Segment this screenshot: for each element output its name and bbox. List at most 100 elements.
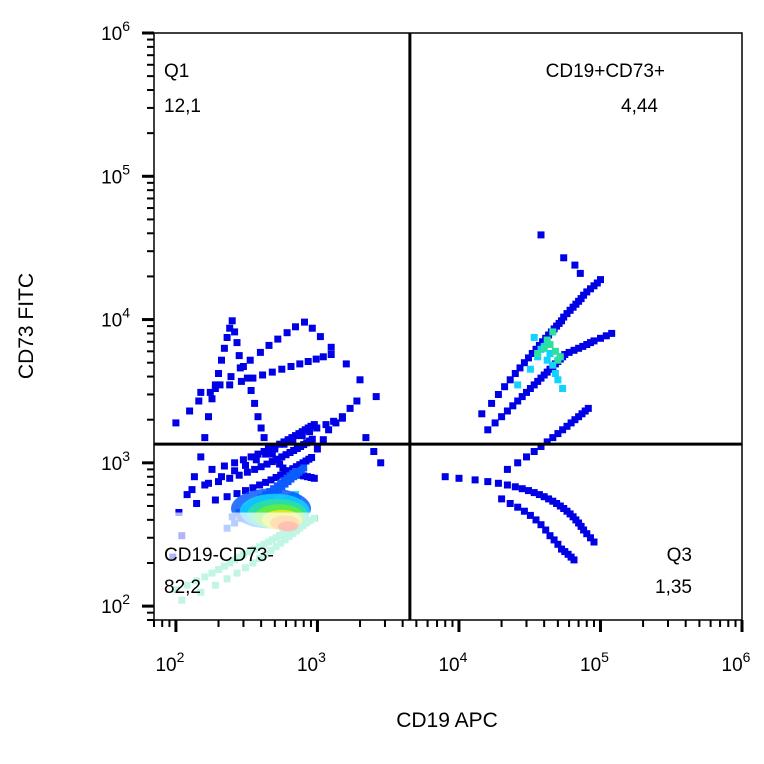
event-dot — [338, 414, 346, 422]
event-dot — [208, 395, 216, 403]
event-dot — [218, 473, 225, 481]
event-dot — [535, 491, 543, 499]
event-dot — [370, 448, 378, 455]
event-dot — [583, 288, 591, 296]
event-dot — [537, 443, 545, 450]
event-dot — [236, 364, 244, 372]
event-dot — [277, 471, 285, 479]
y-tick-label: 106 — [101, 18, 130, 45]
event-dot — [226, 324, 234, 332]
event-dot — [304, 358, 312, 365]
event-dot — [257, 424, 265, 432]
event-dot — [511, 370, 519, 377]
event-dot — [549, 361, 557, 369]
event-dot — [526, 511, 534, 519]
event-dot — [172, 419, 180, 427]
event-dot — [530, 448, 538, 455]
event-dot — [516, 364, 524, 372]
event-dot — [478, 410, 486, 418]
event-dot — [254, 450, 262, 458]
event-dot — [570, 556, 578, 564]
event-dot — [256, 348, 264, 356]
event-dot — [528, 350, 536, 357]
event-dot — [231, 459, 239, 467]
event-dot — [530, 489, 538, 497]
event-dot — [251, 465, 259, 473]
event-dot — [287, 363, 295, 370]
event-dot — [306, 428, 314, 436]
event-dot — [554, 540, 562, 548]
event-dot — [231, 328, 239, 336]
quadrant-name: Q1 — [164, 61, 189, 82]
event-dot — [242, 487, 249, 495]
event-dot — [563, 422, 571, 430]
event-dot — [205, 479, 212, 487]
event-dot — [330, 417, 338, 425]
event-dot — [201, 434, 209, 442]
event-dot — [233, 339, 241, 347]
event-dot — [520, 359, 528, 367]
y-tick-label: 102 — [101, 591, 130, 618]
x-axis-label: CD19 APC — [396, 709, 498, 732]
event-dot — [503, 407, 511, 415]
event-dot — [491, 419, 499, 427]
event-dot — [325, 426, 333, 434]
event-dot — [580, 526, 588, 534]
event-dot — [262, 478, 270, 486]
event-dot — [543, 438, 551, 446]
x-tick-label: 105 — [580, 649, 609, 676]
event-dot — [247, 387, 255, 394]
event-dot — [559, 426, 567, 434]
event-dot — [268, 368, 276, 376]
event-dot — [308, 435, 316, 443]
event-dot — [346, 404, 354, 412]
y-tick-label: 105 — [101, 161, 130, 188]
event-dot — [514, 397, 522, 405]
event-dot — [313, 445, 321, 453]
x-tick-label: 103 — [297, 649, 326, 676]
x-tick-label: 102 — [155, 649, 184, 676]
event-dot — [316, 333, 324, 341]
event-dot — [246, 356, 254, 364]
event-dot — [223, 493, 231, 501]
event-dot — [576, 269, 584, 277]
event-dot — [571, 416, 579, 424]
y-tick-label: 104 — [101, 305, 130, 332]
event-dot — [537, 231, 545, 239]
event-dot — [249, 374, 257, 382]
event-dot — [300, 464, 308, 472]
event-dot — [263, 460, 271, 468]
event-dot — [441, 473, 449, 481]
event-dot — [273, 455, 281, 463]
event-dot — [220, 462, 228, 470]
event-dot — [542, 526, 550, 534]
event-dot — [575, 344, 583, 352]
event-dot — [590, 538, 598, 546]
event-dot — [511, 483, 519, 491]
event-dot — [197, 388, 205, 396]
event-dot — [362, 434, 370, 442]
event-dot — [235, 352, 243, 360]
event-dot — [530, 334, 538, 341]
event-dot — [251, 399, 259, 407]
event-dot — [570, 346, 578, 354]
event-dot — [546, 350, 554, 357]
quadrant-value: 4,44 — [621, 96, 658, 117]
label-highlight-box — [156, 512, 318, 618]
event-dot — [237, 377, 245, 385]
x-tick-label: 104 — [438, 649, 467, 676]
event-dot — [193, 500, 201, 507]
event-dot — [272, 474, 280, 481]
event-dot — [558, 317, 565, 325]
event-dot — [597, 276, 604, 284]
event-dot — [534, 350, 542, 357]
event-dot — [310, 421, 318, 429]
event-dot — [249, 484, 257, 492]
quadrant-labels: Q1 12,1 CD19+CD73+ 4,44 CD19-CD73- 82,2 Q3 1,35 — [164, 61, 692, 598]
event-dot — [243, 374, 251, 382]
event-dot — [554, 356, 562, 364]
event-dot — [503, 465, 511, 473]
event-dot — [523, 388, 530, 396]
event-dot — [281, 469, 289, 477]
